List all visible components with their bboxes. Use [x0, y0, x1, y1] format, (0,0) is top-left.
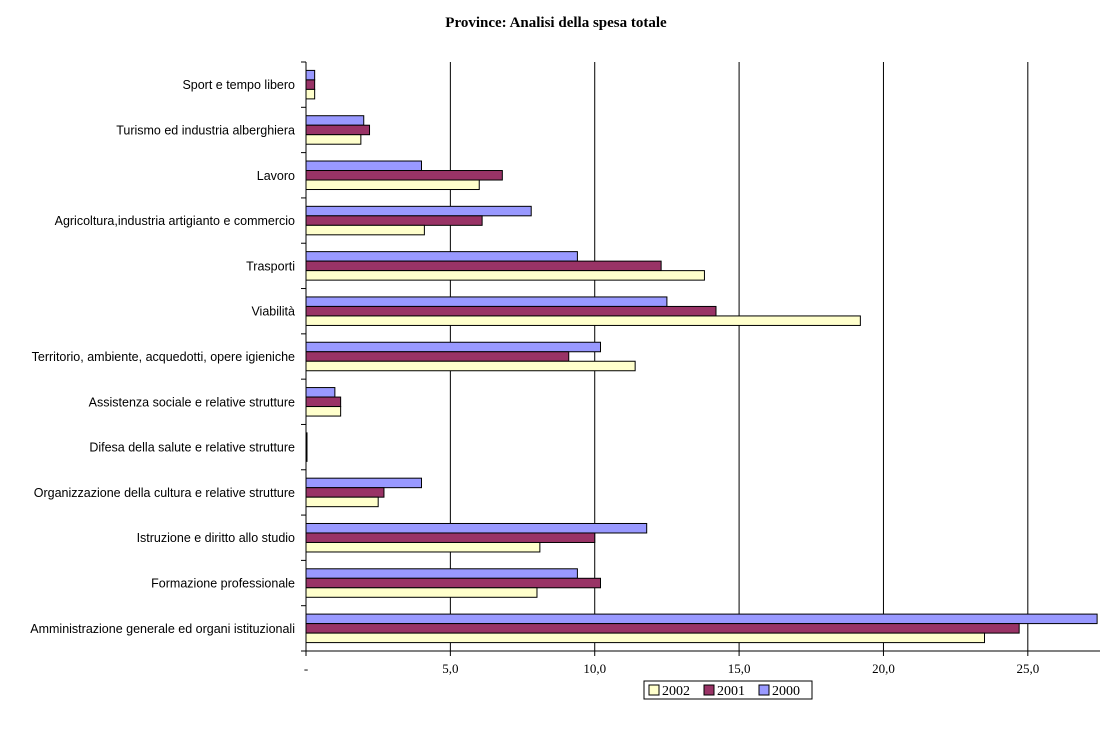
- category-label: Trasporti: [246, 259, 295, 273]
- bar-2000: [305, 205, 532, 217]
- bar-2000: [305, 160, 422, 172]
- bar-2000: [305, 613, 1098, 625]
- category-label: Assistenza sociale e relative strutture: [89, 395, 295, 409]
- category-label: Organizzazione della cultura e relative …: [34, 486, 295, 500]
- bar-2000: [305, 296, 668, 307]
- bar-2002: [305, 496, 379, 508]
- bar-2002: [305, 587, 538, 598]
- bar-2001: [305, 396, 342, 408]
- bar-2000: [305, 251, 578, 262]
- plot-area: - 5,0 10,0 15,0 20,0 25,0 Sport e tempo libero…: [30, 61, 1100, 676]
- x-tick-label: -: [304, 661, 308, 676]
- legend-swatch-2000: [758, 684, 770, 696]
- category-label: Viabilità: [251, 305, 295, 319]
- category-label: Turismo ed industria alberghiera: [116, 123, 295, 137]
- legend: 2002 2001 2000: [643, 680, 813, 700]
- category-label: Formazione professionale: [151, 577, 295, 591]
- bar-2001: [305, 305, 717, 317]
- bar-2002: [305, 179, 480, 191]
- bar-2002: [305, 451, 308, 462]
- bar-2000: [305, 341, 602, 353]
- legend-swatch-2001: [703, 684, 715, 696]
- bar-2002: [305, 88, 316, 100]
- legend-label-2002: 2002: [662, 684, 690, 699]
- x-tick-label: 25,0: [1016, 661, 1039, 676]
- bar-2002: [305, 406, 342, 417]
- category-label: Istruzione e diritto allo studio: [137, 531, 295, 545]
- bar-2000: [305, 69, 316, 81]
- bar-2002: [305, 360, 636, 372]
- bar-2001: [305, 170, 503, 181]
- category-label: Amministrazione generale ed organi istit…: [30, 622, 295, 636]
- bar-2000: [305, 477, 422, 489]
- category-label: Agricoltura,industria artigianto e comme…: [55, 214, 295, 228]
- legend-box: [643, 680, 813, 700]
- x-tick-label: 5,0: [442, 661, 458, 676]
- category-label: Lavoro: [257, 169, 295, 183]
- bar-2001: [305, 215, 483, 226]
- bar-2002: [305, 315, 861, 326]
- bar-2001: [305, 577, 602, 589]
- legend-label-2000: 2000: [772, 684, 800, 699]
- bar-2000: [305, 432, 308, 443]
- bar-2002: [305, 541, 541, 553]
- chart-title: Province: Analisi della spesa totale: [445, 15, 667, 31]
- bar-2001: [305, 124, 371, 136]
- bar-2000: [305, 115, 365, 126]
- category-label: Territorio, ambiente, acquedotti, opere …: [32, 350, 295, 364]
- bar-2001: [305, 351, 570, 362]
- bar-2001: [305, 79, 316, 90]
- legend-label-2001: 2001: [717, 684, 745, 699]
- bar-2002: [305, 270, 705, 281]
- bar-2000: [305, 387, 336, 398]
- category-label: Difesa della salute e relative strutture: [89, 441, 295, 455]
- bar-2000: [305, 568, 578, 579]
- bar-2001: [305, 623, 1020, 634]
- bar-2001: [305, 532, 596, 543]
- bar-2001: [305, 260, 662, 272]
- category-label: Sport e tempo libero: [182, 78, 295, 92]
- x-tick-label: 15,0: [728, 661, 751, 676]
- bar-2002: [305, 632, 986, 644]
- x-tick-label: 10,0: [583, 661, 606, 676]
- bar-2001: [305, 487, 385, 498]
- legend-swatch-2002: [648, 684, 660, 696]
- bar-2000: [305, 522, 648, 534]
- bar-2001: [305, 441, 308, 453]
- bar-2002: [305, 224, 425, 236]
- x-tick-label: 20,0: [872, 661, 895, 676]
- bar-2002: [305, 134, 362, 145]
